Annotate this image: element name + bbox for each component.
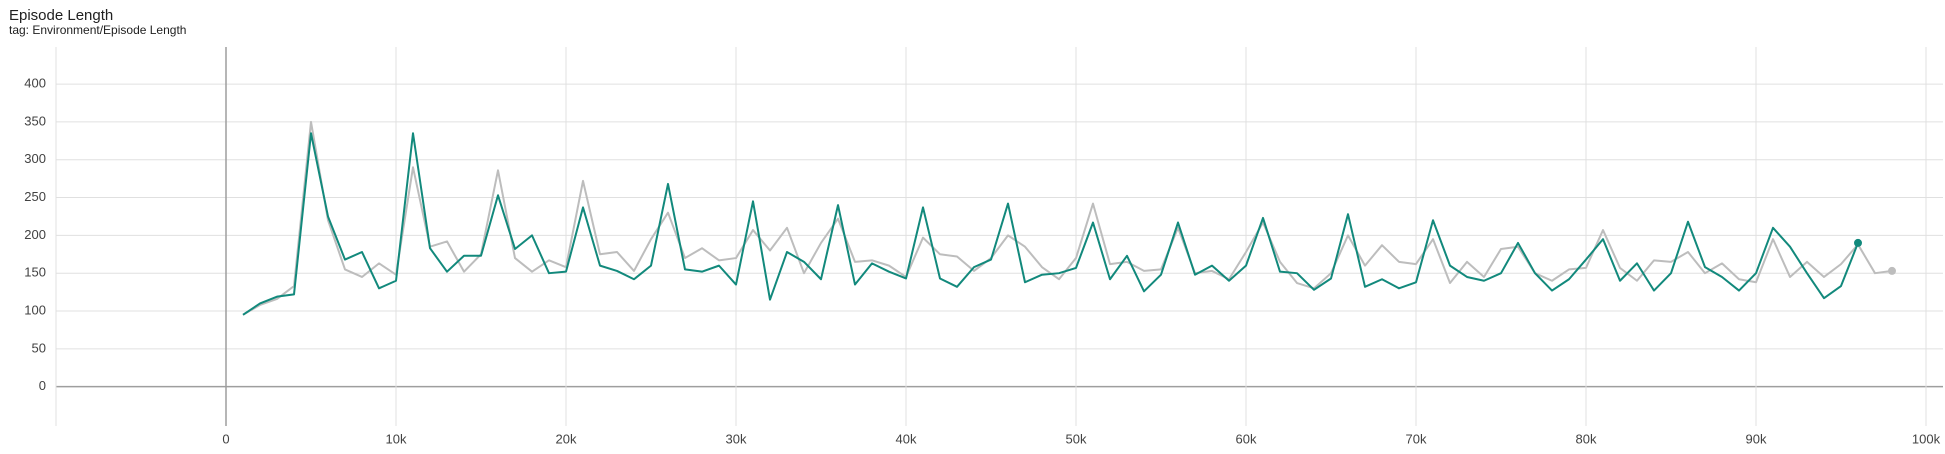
y-tick-label: 50 [32, 340, 46, 355]
x-tick-label: 50k [1066, 431, 1087, 446]
y-tick-label: 0 [39, 378, 46, 393]
x-tick-label: 60k [1236, 431, 1257, 446]
y-tick-label: 300 [24, 151, 46, 166]
x-tick-label: 10k [386, 431, 407, 446]
y-tick-label: 250 [24, 189, 46, 204]
x-tick-label: 70k [1406, 431, 1427, 446]
series-line [242, 132, 1859, 316]
x-tick-label: 90k [1746, 431, 1767, 446]
y-tick-label: 100 [24, 302, 46, 317]
chart-subtitle: tag: Environment/Episode Length [9, 23, 186, 37]
series-end-dot [1888, 266, 1896, 275]
series-line [242, 120, 1893, 316]
x-tick-label: 0 [222, 431, 229, 446]
y-tick-label: 350 [24, 113, 46, 128]
x-tick-label: 80k [1576, 431, 1597, 446]
x-tick-label: 100k [1912, 431, 1941, 446]
y-tick-label: 200 [24, 227, 46, 242]
chart-title: Episode Length [9, 7, 113, 24]
series-end-dot [1854, 238, 1862, 247]
y-tick-label: 150 [24, 265, 46, 280]
x-tick-label: 40k [896, 431, 917, 446]
y-tick-label: 400 [24, 76, 46, 91]
x-tick-label: 30k [726, 431, 747, 446]
x-tick-label: 20k [556, 431, 577, 446]
